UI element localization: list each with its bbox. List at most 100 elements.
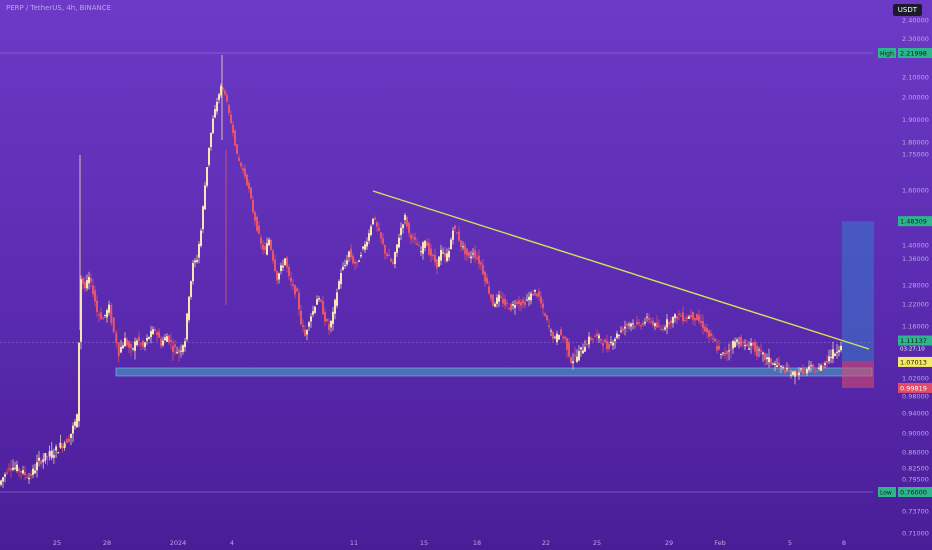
candle-body (430, 248, 432, 256)
candle-body (332, 311, 334, 324)
candle-body (460, 240, 462, 247)
candle-body (452, 230, 454, 240)
candle-body (198, 243, 200, 258)
candle-body (590, 338, 592, 340)
candle-body (586, 343, 588, 345)
candle-body (768, 357, 770, 363)
y-tick-label: 1.22000 (902, 301, 929, 309)
y-tick-label: 1.02000 (902, 375, 929, 383)
candle-body (218, 94, 220, 100)
candle-body (112, 317, 115, 333)
candle-body (770, 358, 772, 364)
candle-body (78, 342, 80, 422)
candle-body (392, 261, 394, 264)
candle-body (336, 292, 338, 306)
y-tick-label: 0.71000 (902, 530, 929, 538)
candle-body (716, 346, 718, 351)
candle-body (414, 237, 416, 240)
candle-body (284, 258, 286, 266)
candle-body (300, 310, 302, 325)
candle-body (478, 255, 480, 264)
candle-body (258, 225, 260, 234)
x-tick-label: 4 (230, 539, 234, 547)
candle-body (818, 367, 820, 370)
candle-body (706, 328, 708, 333)
candle-body (160, 338, 162, 347)
candle-body (168, 335, 170, 343)
low-label: Low (880, 490, 892, 497)
candle-body (320, 299, 322, 302)
candle-body (358, 260, 360, 262)
candle-body (742, 342, 744, 344)
candle-body (72, 425, 74, 434)
candle-body (712, 338, 714, 340)
candle-body (480, 262, 482, 265)
candle-body (544, 313, 546, 316)
candle-body (614, 338, 616, 342)
candle-body (310, 316, 312, 322)
candle-body (156, 332, 158, 335)
candle-body (488, 286, 490, 294)
candle-body (722, 352, 724, 354)
candle-body (788, 370, 790, 372)
candle-body (802, 368, 804, 375)
candle-body (824, 363, 826, 366)
stop-tag (898, 382, 932, 393)
candle-body (650, 321, 652, 323)
candle-body (254, 211, 256, 221)
currency-button[interactable]: USDT (892, 4, 922, 16)
candle-body (368, 233, 370, 241)
candle-body (426, 242, 428, 247)
candle-body (44, 453, 47, 461)
candle-body (684, 320, 686, 322)
candle-body (718, 346, 720, 350)
candle-body (676, 316, 678, 320)
candle-body (822, 366, 824, 368)
candle-body (388, 254, 390, 256)
candle-body (292, 284, 294, 286)
candle-body (92, 285, 94, 295)
candle-body (598, 335, 600, 339)
candle-body (406, 216, 408, 227)
candle-body (798, 372, 800, 376)
candle-body (624, 326, 626, 329)
candle-body (572, 361, 574, 364)
countdown-value: 03:27:10 (900, 347, 925, 353)
y-tick-label: 0.86000 (902, 449, 929, 457)
candle-body (350, 248, 352, 258)
candle-body (384, 244, 386, 254)
candle-body (4, 474, 6, 477)
candle-body (656, 322, 658, 328)
candle-body (400, 227, 402, 236)
candle-body (628, 324, 630, 326)
candle-body (526, 299, 528, 301)
candle-body (90, 278, 92, 282)
candle-body (86, 280, 88, 289)
candle-body (792, 371, 794, 376)
candle-body (176, 352, 178, 354)
candle-body (630, 323, 632, 327)
candle-body (178, 349, 180, 354)
candle-body (2, 477, 4, 482)
candle-body (318, 298, 320, 300)
candle-body (52, 455, 55, 458)
candle-body (580, 347, 582, 350)
candle-body (130, 344, 132, 348)
candle-body (592, 338, 594, 340)
candle-body (640, 325, 642, 327)
candle-body (402, 224, 404, 229)
candle-body (14, 467, 16, 469)
candle-body (150, 331, 152, 338)
candle-body (28, 477, 30, 480)
candle-body (340, 273, 342, 285)
candle-body (108, 304, 110, 313)
candle-body (506, 302, 508, 304)
candle-body (67, 438, 70, 442)
candle-body (376, 222, 378, 227)
candle-body (234, 130, 236, 146)
candle-body (702, 321, 704, 329)
candle-body (202, 206, 204, 230)
candle-body (272, 250, 274, 261)
